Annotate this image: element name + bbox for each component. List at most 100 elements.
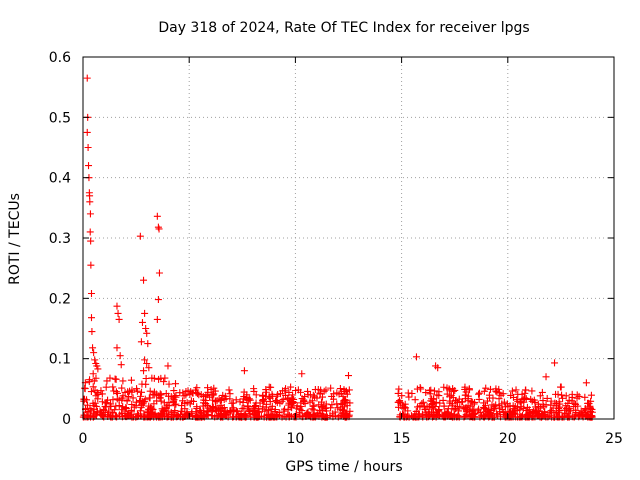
noise-point: [512, 386, 520, 394]
data-point: [117, 361, 125, 369]
noise-point: [340, 407, 348, 415]
noise-point: [167, 408, 175, 416]
noise-point: [273, 399, 281, 407]
noise-point: [430, 395, 438, 403]
noise-point: [483, 397, 491, 405]
noise-point: [522, 406, 530, 414]
noise-point: [455, 407, 463, 415]
noise-point: [433, 391, 441, 399]
noise-point: [407, 412, 415, 420]
noise-point: [261, 407, 269, 415]
noise-point: [181, 405, 189, 413]
noise-point: [220, 396, 228, 404]
noise-point: [265, 406, 273, 414]
noise-point: [562, 392, 570, 400]
noise-point: [564, 399, 572, 407]
noise-point: [171, 401, 179, 409]
noise-point: [89, 383, 97, 391]
noise-point: [222, 411, 230, 419]
noise-point: [262, 388, 270, 396]
noise-point: [465, 385, 473, 393]
noise-point: [317, 386, 325, 394]
noise-point: [446, 386, 454, 394]
noise-point: [308, 405, 316, 413]
noise-point: [432, 409, 440, 417]
noise-point: [335, 390, 343, 398]
noise-point: [239, 398, 247, 406]
noise-point: [468, 406, 476, 414]
noise-point: [401, 410, 409, 418]
noise-point: [462, 403, 470, 411]
noise-point: [193, 390, 201, 398]
data-point: [582, 379, 590, 387]
data-point: [136, 232, 144, 240]
noise-point: [346, 407, 354, 415]
noise-point: [228, 399, 236, 407]
data-point: [155, 269, 163, 277]
noise-point: [226, 409, 234, 417]
noise-point: [189, 397, 197, 405]
noise-point: [101, 403, 109, 411]
noise-point: [462, 411, 470, 419]
noise-point: [221, 407, 229, 415]
noise-point: [395, 385, 403, 393]
noise-point: [531, 406, 539, 414]
noise-point: [176, 389, 184, 397]
noise-point: [521, 386, 529, 394]
data-point: [86, 198, 94, 206]
noise-point: [142, 380, 150, 388]
noise-point: [574, 402, 582, 410]
data-point: [86, 228, 94, 236]
x-tick-label: 25: [605, 431, 623, 447]
noise-point: [426, 387, 434, 395]
y-tick-label: 0.6: [49, 50, 71, 66]
noise-point: [304, 391, 312, 399]
noise-point: [499, 390, 507, 398]
data-point: [86, 210, 94, 218]
noise-point: [243, 391, 251, 399]
noise-point: [216, 404, 224, 412]
noise-point: [125, 393, 133, 401]
noise-point: [102, 399, 110, 407]
noise-point: [197, 412, 205, 420]
noise-point: [549, 404, 557, 412]
noise-point: [90, 402, 98, 410]
noise-point: [109, 383, 117, 391]
noise-point: [193, 413, 201, 421]
noise-point: [98, 398, 106, 406]
noise-point: [161, 374, 169, 382]
noise-point: [415, 412, 423, 420]
noise-point: [232, 396, 240, 404]
noise-point: [404, 389, 412, 397]
noise-point: [279, 395, 287, 403]
noise-point: [112, 375, 120, 383]
noise-point: [495, 385, 503, 393]
noise-point: [158, 411, 166, 419]
noise-point: [426, 390, 434, 398]
y-tick-label: 0.1: [49, 352, 71, 368]
noise-point: [202, 411, 210, 419]
x-tick-label: 5: [185, 431, 194, 447]
noise-point: [581, 393, 589, 401]
data-point: [153, 212, 161, 220]
noise-point: [421, 405, 429, 413]
noise-point: [552, 400, 560, 408]
data-point: [137, 338, 145, 346]
noise-point: [110, 387, 118, 395]
noise-point: [204, 404, 212, 412]
noise-point: [162, 403, 170, 411]
noise-point: [187, 388, 195, 396]
noise-point: [482, 402, 490, 410]
noise-point: [128, 401, 136, 409]
data-point: [114, 309, 122, 317]
noise-point: [153, 397, 161, 405]
noise-point: [259, 392, 267, 400]
noise-point: [480, 387, 488, 395]
noise-point: [284, 406, 292, 414]
data-point: [155, 225, 163, 233]
noise-point: [518, 395, 526, 403]
noise-point: [209, 396, 217, 404]
noise-point: [246, 396, 254, 404]
noise-point: [501, 403, 509, 411]
